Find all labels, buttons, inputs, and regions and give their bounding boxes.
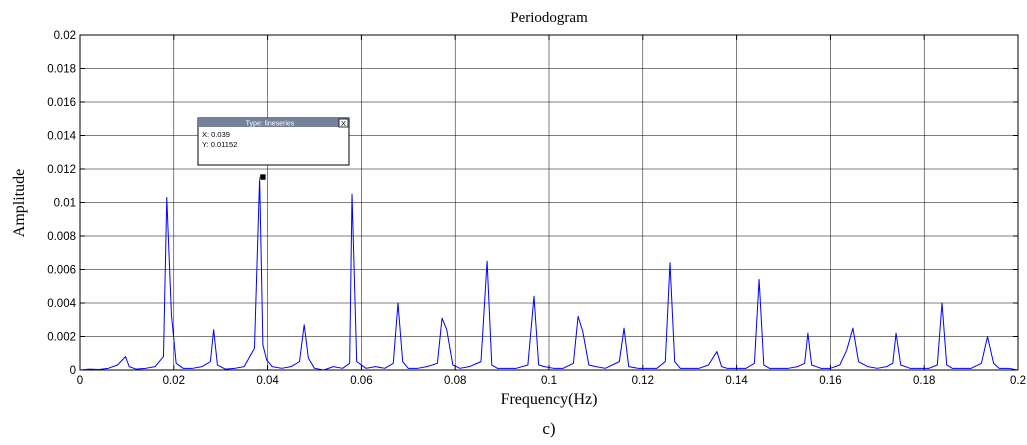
data-tip-header: Type: lineseries xyxy=(246,121,295,128)
data-tip-box[interactable]: Type: lineseries X X: 0.039 Y: 0.01152 xyxy=(197,117,350,166)
data-tip-close-icon: X xyxy=(341,119,346,128)
y-axis-label: Amplitude xyxy=(11,169,28,237)
y-tick-label: 0.02 xyxy=(54,30,76,42)
x-tick-label: 0.04 xyxy=(256,375,279,387)
y-tick-label: 0.018 xyxy=(47,64,76,76)
x-axis-label: Frequency(Hz) xyxy=(501,391,598,408)
y-tick-label: 0.016 xyxy=(47,97,76,109)
y-axis-ticks: 0 0.002 0.004 0.006 0.008 0.01 0.012 0.014 0.016… xyxy=(47,30,1018,377)
data-tip-close-button[interactable] xyxy=(338,118,349,128)
y-tick-label: 0.012 xyxy=(47,164,76,176)
plot-area-frame xyxy=(79,34,1019,371)
x-axis-ticks: 0 0.02 0.04 0.06 0.08 0.1 0.12 0.14 0.16 0.18 0.2 xyxy=(77,35,1026,387)
y-tick-label: 0.002 xyxy=(47,332,76,344)
data-tip-x-value: X: 0.039 xyxy=(202,130,230,139)
y-tick-label: 0.01 xyxy=(54,198,76,210)
x-tick-label: 0.2 xyxy=(1010,375,1026,387)
y-tick-label: 0.006 xyxy=(47,265,76,277)
figure-caption: c) xyxy=(542,419,555,438)
data-tip-header-bar xyxy=(198,118,349,127)
y-tick-label: 0 xyxy=(70,365,76,377)
series-line xyxy=(79,176,1019,371)
x-tick-label: 0.16 xyxy=(819,375,841,387)
x-tick-label: 0.02 xyxy=(163,375,185,387)
chart-title: Periodogram xyxy=(510,10,588,26)
y-tick-label: 0.008 xyxy=(47,231,76,243)
grid-lines xyxy=(80,35,1018,370)
y-tick-label: 0.004 xyxy=(47,298,76,310)
series-layer xyxy=(79,173,1019,371)
data-tip-y-value: Y: 0.01152 xyxy=(202,140,237,149)
x-tick-label: 0.1 xyxy=(541,375,557,387)
x-tick-label: 0.18 xyxy=(913,375,935,387)
data-tip-marker[interactable] xyxy=(259,173,267,181)
x-tick-label: 0.06 xyxy=(350,375,372,387)
x-tick-label: 0 xyxy=(77,375,83,387)
x-tick-label: 0.12 xyxy=(632,375,654,387)
x-tick-label: 0.14 xyxy=(725,375,748,387)
y-tick-label: 0.014 xyxy=(47,131,76,143)
x-tick-label: 0.08 xyxy=(444,375,466,387)
